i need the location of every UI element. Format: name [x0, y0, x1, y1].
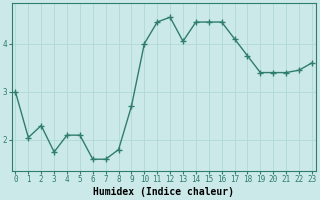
X-axis label: Humidex (Indice chaleur): Humidex (Indice chaleur)	[93, 187, 234, 197]
